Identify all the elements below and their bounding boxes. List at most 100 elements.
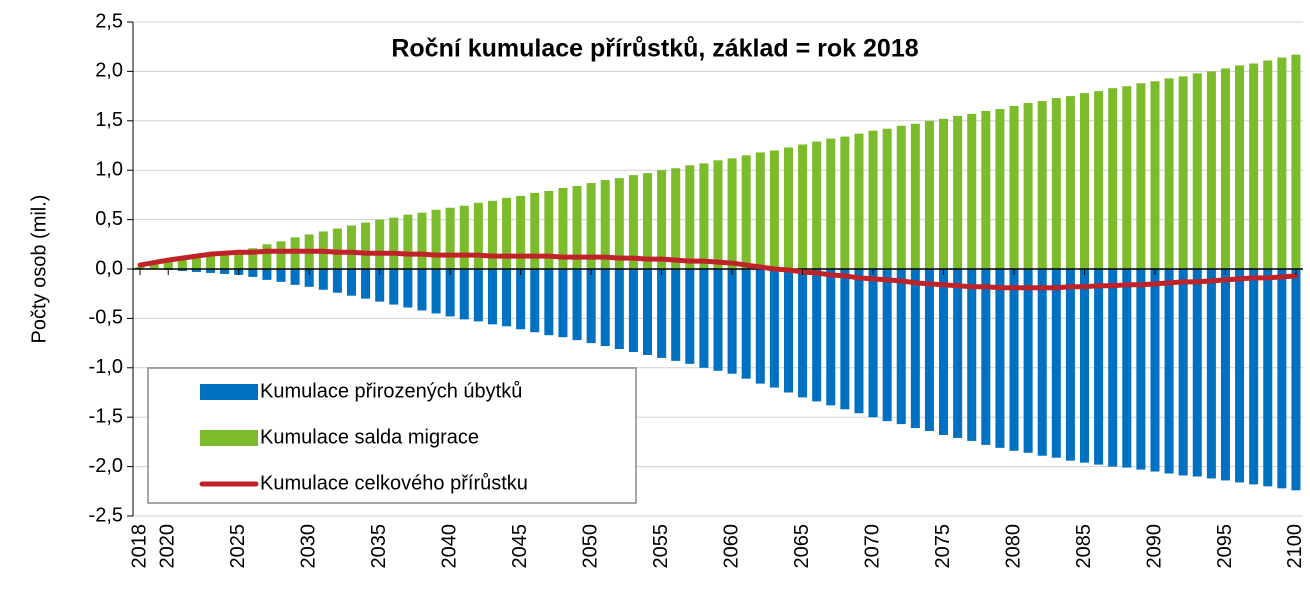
x-tick-label: 2100 bbox=[1284, 524, 1306, 569]
bar bbox=[1291, 269, 1301, 491]
bar bbox=[1065, 96, 1075, 269]
bar bbox=[473, 269, 483, 322]
y-tick-label: -1,5 bbox=[89, 405, 123, 427]
bar bbox=[643, 173, 653, 269]
bar bbox=[1094, 269, 1104, 465]
bar bbox=[783, 269, 793, 393]
bar bbox=[346, 269, 357, 296]
x-tick-label: 2020 bbox=[157, 524, 179, 569]
bar bbox=[262, 269, 272, 280]
bar bbox=[1263, 269, 1273, 487]
bar bbox=[1009, 269, 1019, 451]
bar bbox=[840, 136, 850, 269]
bar bbox=[516, 195, 526, 269]
bar bbox=[1235, 65, 1245, 269]
bar bbox=[643, 269, 653, 355]
bar bbox=[459, 205, 469, 269]
bar bbox=[967, 113, 977, 269]
bar bbox=[840, 269, 850, 410]
bar bbox=[657, 170, 667, 269]
x-tick-label: 2055 bbox=[650, 524, 672, 569]
bar bbox=[741, 269, 751, 379]
x-tick-label: 2060 bbox=[720, 524, 742, 569]
bar bbox=[431, 269, 441, 314]
bar bbox=[600, 269, 610, 347]
bar bbox=[248, 248, 258, 269]
bar bbox=[191, 269, 201, 272]
y-tick-label: 1,0 bbox=[95, 158, 123, 180]
bar bbox=[572, 186, 582, 269]
bar bbox=[586, 269, 596, 344]
bar bbox=[769, 269, 779, 388]
x-tick-label: 2075 bbox=[932, 524, 954, 569]
bar bbox=[910, 269, 920, 429]
bar bbox=[1065, 269, 1075, 461]
bar bbox=[614, 178, 624, 269]
bar bbox=[459, 269, 469, 320]
bar bbox=[1037, 101, 1047, 269]
x-tick-label: 2065 bbox=[791, 524, 813, 569]
bar bbox=[332, 228, 342, 269]
bar bbox=[234, 251, 244, 269]
bar bbox=[628, 175, 638, 269]
bar bbox=[896, 125, 906, 270]
bar bbox=[1037, 269, 1047, 456]
bar bbox=[939, 118, 949, 269]
bar bbox=[290, 269, 300, 285]
bar bbox=[1079, 93, 1090, 269]
bar bbox=[346, 225, 357, 269]
bar bbox=[375, 219, 385, 269]
bar bbox=[727, 269, 737, 374]
bar bbox=[755, 269, 765, 384]
bar bbox=[1122, 269, 1132, 468]
bar bbox=[206, 269, 216, 273]
bar bbox=[530, 269, 540, 333]
x-tick-label: 2040 bbox=[438, 524, 460, 569]
bar bbox=[149, 264, 159, 269]
bar bbox=[854, 133, 864, 269]
bar bbox=[1235, 269, 1245, 483]
y-tick-label: 2,0 bbox=[95, 60, 123, 82]
bar bbox=[177, 260, 187, 269]
legend-label: Kumulace přirozených úbytků bbox=[260, 380, 522, 402]
bar bbox=[953, 269, 963, 438]
bar bbox=[657, 269, 667, 358]
bar bbox=[671, 269, 681, 361]
bar bbox=[516, 269, 526, 330]
bar bbox=[812, 141, 822, 269]
bar bbox=[981, 269, 991, 445]
bar bbox=[995, 269, 1005, 448]
x-tick-label: 2025 bbox=[227, 524, 249, 569]
x-tick-label: 2018 bbox=[128, 524, 150, 569]
line bbox=[137, 248, 1299, 291]
bar bbox=[1277, 57, 1287, 270]
bar bbox=[1150, 269, 1160, 472]
bar bbox=[826, 269, 836, 406]
bar bbox=[614, 269, 624, 350]
bar bbox=[361, 222, 371, 269]
bar bbox=[1136, 83, 1146, 269]
y-tick-label: -2,0 bbox=[89, 455, 123, 477]
bar bbox=[981, 110, 991, 269]
bar bbox=[502, 269, 512, 327]
bar bbox=[487, 269, 497, 325]
bar bbox=[1192, 269, 1202, 477]
bar bbox=[1178, 269, 1188, 476]
bar bbox=[671, 168, 681, 269]
bar bbox=[572, 269, 582, 341]
y-axis-label: Počty osob (mil.) bbox=[28, 195, 50, 344]
bar bbox=[741, 155, 751, 269]
bar bbox=[685, 165, 695, 269]
bar bbox=[586, 183, 596, 269]
x-tick-label: 2090 bbox=[1143, 524, 1165, 569]
bar bbox=[445, 269, 455, 317]
bar bbox=[713, 269, 723, 371]
legend-label: Kumulace salda migrace bbox=[260, 426, 479, 448]
bar bbox=[248, 269, 258, 277]
bar bbox=[1136, 269, 1146, 470]
bar bbox=[177, 269, 187, 271]
bar bbox=[854, 269, 864, 414]
bar bbox=[953, 115, 963, 269]
bar bbox=[403, 214, 413, 269]
